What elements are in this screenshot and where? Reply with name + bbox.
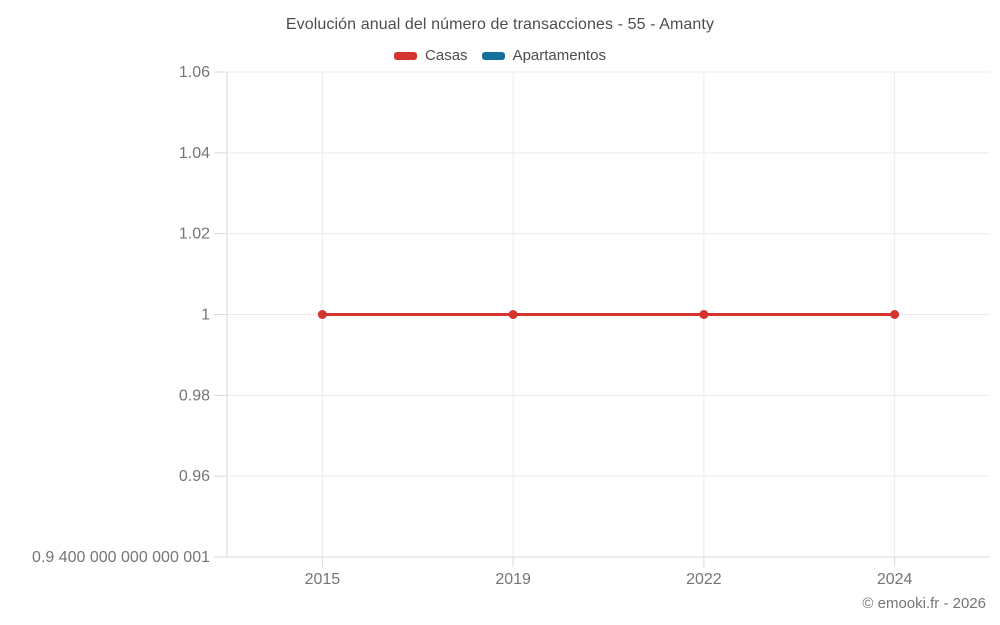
legend-label-casas: Casas bbox=[425, 47, 468, 64]
copyright-text: © emooki.fr - 2026 bbox=[862, 595, 986, 612]
series-point-casas-2022[interactable] bbox=[699, 310, 709, 319]
y-tick-label: 1 bbox=[201, 307, 210, 324]
legend-item-apartamentos[interactable]: Apartamentos bbox=[481, 47, 606, 64]
series-point-casas-2019[interactable] bbox=[508, 310, 518, 319]
x-tick-label: 2022 bbox=[686, 571, 722, 588]
legend-swatch-apartamentos-icon bbox=[481, 51, 505, 60]
y-tick-label: 0.9 400 000 000 000 001 bbox=[32, 549, 210, 566]
y-tick-label: 1.04 bbox=[179, 145, 210, 162]
series-point-casas-2024[interactable] bbox=[890, 310, 900, 319]
legend-swatch-casas-icon bbox=[394, 51, 418, 60]
chart-title: Evolución anual del número de transaccio… bbox=[285, 16, 715, 33]
x-tick-label: 2019 bbox=[495, 571, 531, 588]
legend: Casas Apartamentos bbox=[0, 47, 1000, 64]
y-tick-label: 1.02 bbox=[179, 226, 210, 243]
y-tick-label: 0.98 bbox=[179, 387, 210, 404]
y-tick-label: 0.96 bbox=[179, 468, 210, 485]
series-point-casas-2015[interactable] bbox=[317, 310, 327, 319]
legend-item-casas[interactable]: Casas bbox=[394, 47, 468, 64]
legend-label-apartamentos: Apartamentos bbox=[512, 47, 606, 64]
y-tick-label: 1.06 bbox=[179, 64, 210, 81]
x-tick-label: 2024 bbox=[877, 571, 913, 588]
x-tick-label: 2015 bbox=[305, 571, 341, 588]
